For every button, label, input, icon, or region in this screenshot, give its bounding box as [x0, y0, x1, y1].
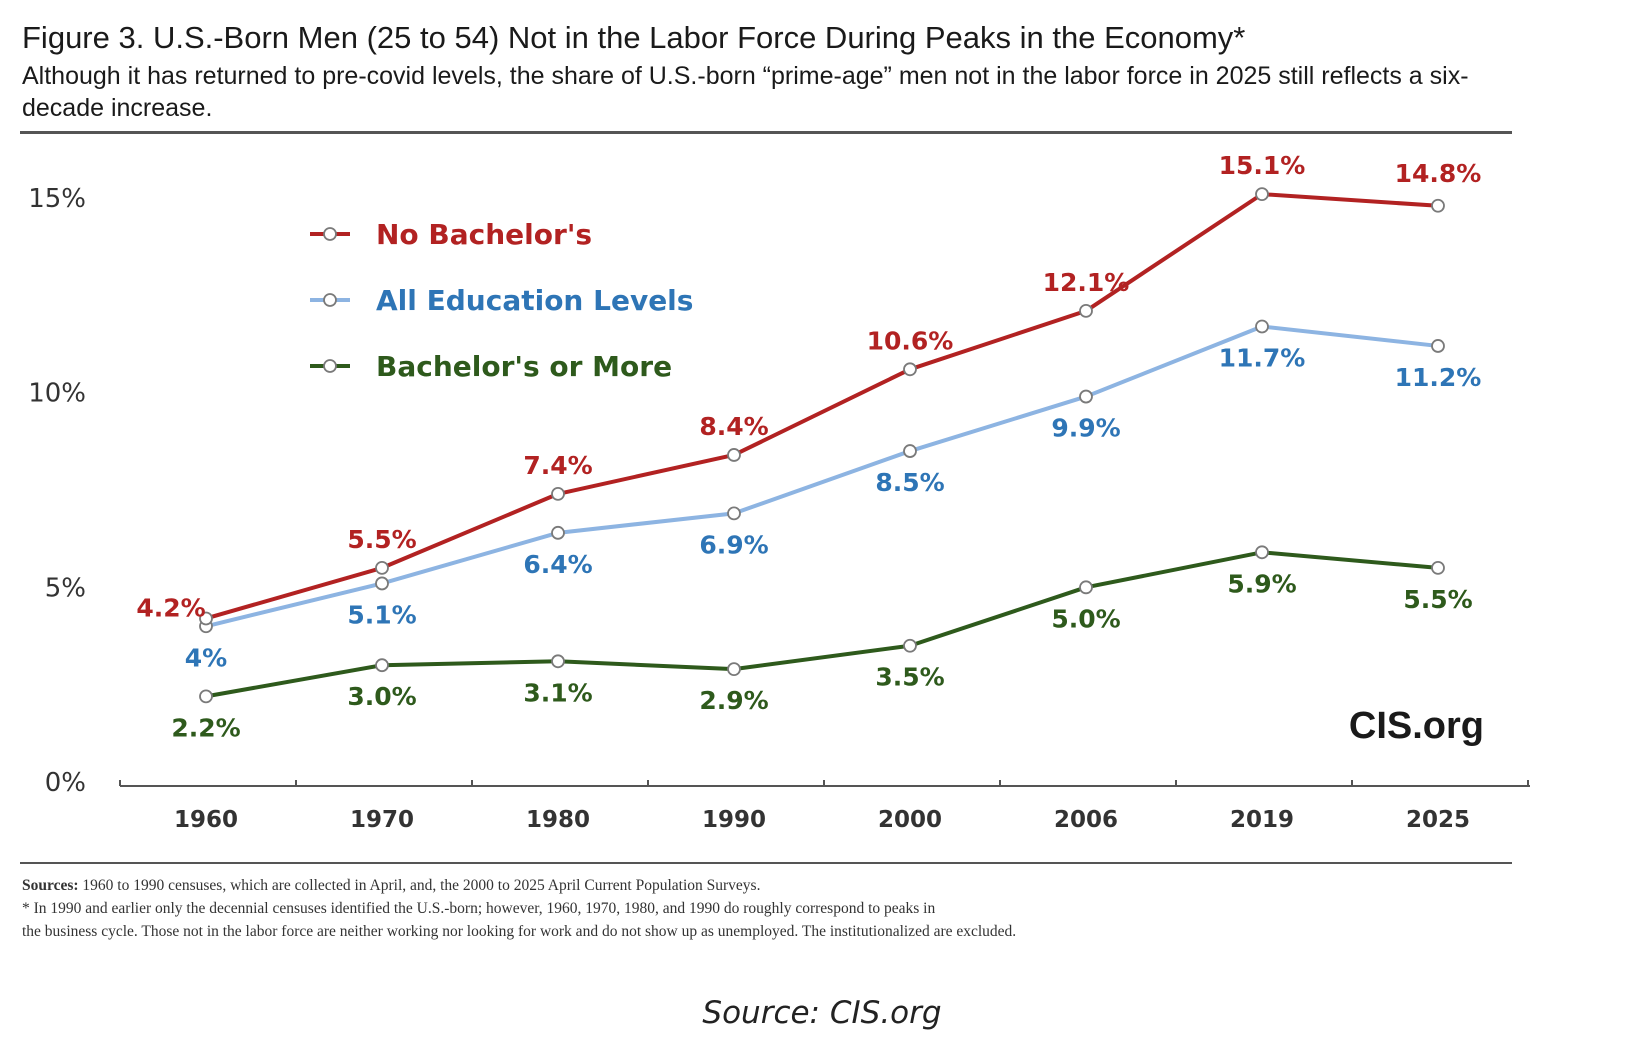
sources-text: 1960 to 1990 censuses, which are collect…: [78, 877, 761, 894]
series-line: [205, 324, 1439, 629]
data-point: [1431, 339, 1445, 353]
data-label: 8.5%: [875, 468, 944, 497]
series-line: [205, 550, 1439, 699]
data-point: [727, 448, 741, 462]
data-label: 5.5%: [347, 525, 416, 554]
data-label: 4%: [185, 643, 227, 672]
data-point: [551, 525, 565, 540]
data-label: 5.1%: [347, 600, 416, 629]
legend: No Bachelor's All Education Levels Bachelo…: [310, 218, 693, 383]
data-label: 3.0%: [347, 682, 416, 711]
legend-swatch-marker: [323, 293, 337, 307]
brand-label: CIS.org: [1349, 705, 1484, 747]
data-point: [551, 654, 565, 669]
legend-swatch-marker: [323, 359, 337, 373]
data-label: 2.2%: [171, 713, 240, 742]
data-point: [375, 560, 389, 575]
data-label: 2.9%: [699, 686, 768, 715]
data-point: [727, 662, 741, 676]
series-no-bachelor-s: 4.2% 5.5% 7.4% 8.4% 10.6% 12.1% 15.1% 14.8%: [136, 151, 1482, 626]
data-point: [1255, 319, 1269, 334]
data-label: 3.5%: [875, 663, 944, 692]
data-label: 5.9%: [1227, 569, 1296, 598]
source-notes: Sources: 1960 to 1990 censuses, which ar…: [22, 874, 1502, 943]
footnote-line-1: * In 1990 and earlier only the decennial…: [22, 900, 936, 917]
data-point: [375, 576, 389, 591]
data-point: [1079, 580, 1093, 595]
legend-label: All Education Levels: [376, 284, 693, 317]
footer-divider: [20, 862, 1512, 864]
data-label: 6.9%: [699, 530, 768, 559]
x-tick-label: 2006: [1054, 807, 1118, 833]
data-label: 14.8%: [1395, 159, 1482, 188]
data-label: 9.9%: [1051, 414, 1120, 443]
data-label: 5.5%: [1403, 585, 1472, 614]
series-bachelor-s-or-more: 2.2% 3.0% 3.1% 2.9% 3.5% 5.0% 5.9% 5.5%: [171, 545, 1473, 742]
legend-swatch-marker: [323, 227, 337, 241]
source-caption: Source: CIS.org: [702, 995, 942, 1031]
x-tick-label: 2019: [1230, 807, 1294, 833]
title-divider: [20, 131, 1512, 134]
y-axis: 0% 5% 10% 15%: [28, 184, 86, 798]
chart-subtitle: Although it has returned to pre-covid le…: [22, 62, 1469, 122]
data-point: [551, 486, 565, 501]
y-tick-label: 0%: [45, 768, 86, 798]
data-point: [1255, 187, 1269, 202]
footnote-line-2: the business cycle. Those not in the lab…: [22, 923, 1017, 940]
series-all-education-levels: 4% 5.1% 6.4% 6.9% 8.5% 9.9% 11.7% 11.2%: [185, 319, 1482, 672]
x-tick-label: 1970: [350, 807, 414, 833]
data-label: 10.6%: [867, 326, 954, 355]
data-label: 6.4%: [523, 550, 592, 579]
data-point: [903, 444, 917, 458]
data-point: [1431, 560, 1445, 575]
y-tick-label: 5%: [45, 573, 86, 603]
y-tick-label: 15%: [28, 184, 86, 214]
data-point: [375, 658, 389, 673]
chart-title: Figure 3. U.S.-Born Men (25 to 54) Not i…: [22, 20, 1246, 55]
data-label: 7.4%: [523, 451, 592, 480]
data-label: 11.7%: [1219, 343, 1306, 372]
data-label: 3.1%: [523, 678, 592, 707]
data-label: 8.4%: [699, 412, 768, 441]
data-label: 12.1%: [1043, 268, 1130, 297]
x-tick-label: 1960: [174, 807, 238, 833]
x-tick-label: 2025: [1406, 807, 1470, 833]
legend-label: No Bachelor's: [376, 218, 592, 251]
data-label: 4.2%: [136, 593, 205, 622]
series-line: [205, 192, 1439, 621]
data-point: [727, 506, 741, 521]
data-point: [1079, 389, 1093, 404]
x-axis: 1960 1970 1980 1990 2000 2006 2019 2025: [119, 780, 1530, 833]
data-label: 11.2%: [1395, 363, 1482, 392]
data-point: [1079, 304, 1093, 318]
x-tick-label: 2000: [878, 807, 942, 833]
data-label: 5.0%: [1051, 604, 1120, 633]
legend-label: Bachelor's or More: [376, 350, 672, 383]
data-point: [903, 362, 917, 377]
y-tick-label: 10%: [28, 379, 86, 409]
data-label: 15.1%: [1219, 151, 1306, 180]
data-point: [199, 611, 213, 626]
data-point: [199, 689, 213, 704]
data-point: [903, 638, 917, 653]
data-point: [1255, 545, 1269, 560]
x-tick-label: 1980: [526, 807, 590, 833]
sources-line: Sources: 1960 to 1990 censuses, which ar…: [22, 874, 1502, 897]
data-point: [1431, 198, 1445, 213]
series-layer: 2.2% 3.0% 3.1% 2.9% 3.5% 5.0% 5.9% 5.5% 4% 5.1% 6.…: [136, 151, 1481, 742]
sources-label: Sources:: [22, 877, 79, 894]
x-tick-label: 1990: [702, 807, 766, 833]
